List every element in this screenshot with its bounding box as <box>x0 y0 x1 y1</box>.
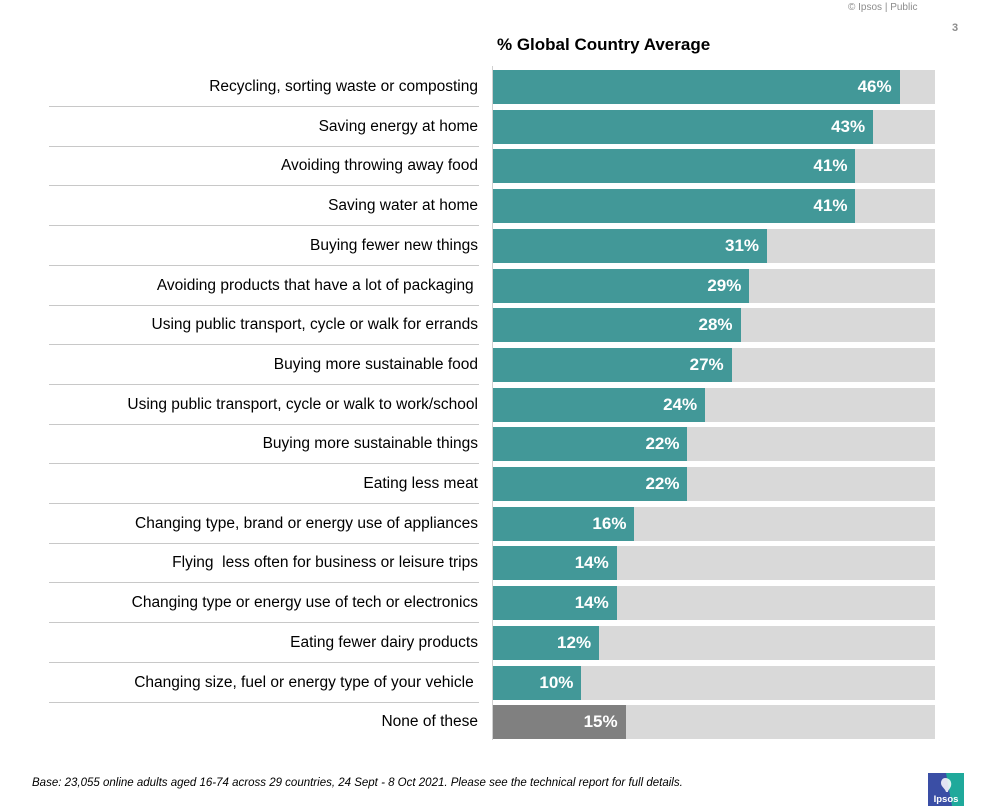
chart-row: Using public transport, cycle or walk to… <box>0 387 1006 428</box>
category-label: Avoiding throwing away food <box>280 157 478 175</box>
category-label: Changing type, brand or energy use of ap… <box>135 514 478 532</box>
bar <box>493 228 768 263</box>
chart-row: Buying more sustainable food 27% <box>0 347 1006 388</box>
category-label: Eating fewer dairy products <box>290 633 478 651</box>
value-label: 43% <box>831 116 866 136</box>
row-separator <box>49 344 479 346</box>
row-separator <box>49 661 479 663</box>
bar <box>493 705 626 740</box>
chart-row: Using public transport, cycle or walk fo… <box>0 308 1006 348</box>
row-separator <box>49 145 479 147</box>
ipsos-logo-icon: Ipsos <box>928 773 964 806</box>
category-label: Buying more sustainable things <box>262 435 478 453</box>
row-separator <box>49 582 479 584</box>
chart-row: Avoiding products that have a lot of pac… <box>0 268 1006 309</box>
category-label: Eating less meat <box>363 475 478 492</box>
row-separator <box>49 503 479 504</box>
value-label: 41% <box>813 156 848 176</box>
category-label: None of these <box>381 713 478 731</box>
category-label: Saving energy at home <box>318 117 478 135</box>
chart-row: Recycling, sorting waste or composting 46… <box>0 70 1006 110</box>
ipsos-logo: Ipsos <box>928 773 964 806</box>
chart-row: Saving water at home 41% <box>0 189 1006 229</box>
row-separator <box>49 701 479 703</box>
bar <box>493 189 856 224</box>
category-label: Buying fewer new things <box>309 236 478 254</box>
category-label: Using public transport, cycle or walk to… <box>127 395 478 413</box>
value-label: 22% <box>645 434 680 454</box>
bar <box>493 586 617 621</box>
row-separator <box>49 185 479 187</box>
category-axis-line <box>492 66 493 740</box>
row-separator <box>49 304 479 306</box>
bar <box>493 109 874 144</box>
category-label: Using public transport, cycle or walk fo… <box>151 316 479 334</box>
category-label: Avoiding products that have a lot of pac… <box>156 276 478 294</box>
category-label: Changing type or energy use of tech or e… <box>131 594 478 612</box>
value-label: 22% <box>645 474 680 493</box>
row-separator <box>49 383 479 385</box>
value-label: 46% <box>857 77 892 96</box>
bar <box>493 347 732 382</box>
chart-row: Changing type or energy use of tech or e… <box>0 586 1006 626</box>
row-separator <box>49 225 479 227</box>
bar <box>493 70 900 104</box>
category-label: Saving water at home <box>328 197 478 215</box>
value-label: 15% <box>583 712 618 732</box>
category-label: Recycling, sorting waste or composting <box>209 78 478 95</box>
chart-row: Eating less meat 22% <box>0 467 1006 507</box>
chart-row: Changing type, brand or energy use of ap… <box>0 506 1006 547</box>
row-separator <box>49 264 479 266</box>
bar <box>493 268 750 303</box>
row-separator <box>49 423 479 425</box>
value-label: 41% <box>813 196 848 216</box>
bar <box>493 506 635 541</box>
logo-head-silhouette <box>941 778 952 792</box>
copyright-notice: © Ipsos | Public <box>848 2 918 13</box>
bar <box>493 546 617 581</box>
value-label: 29% <box>707 275 742 295</box>
value-label: 31% <box>725 235 760 255</box>
bar <box>493 625 600 660</box>
base-footnote: Base: 23,055 online adults aged 16-74 ac… <box>32 777 683 789</box>
value-label: 27% <box>689 354 724 374</box>
bar <box>493 387 706 422</box>
chart-row: Buying fewer new things 31% <box>0 228 1006 269</box>
value-label: 28% <box>698 315 733 335</box>
value-label: 14% <box>574 553 609 573</box>
chart-row: Saving energy at home 43% <box>0 109 1006 150</box>
value-label: 12% <box>557 632 592 652</box>
bar <box>493 665 582 700</box>
logo-text: Ipsos <box>934 794 959 805</box>
row-separator <box>49 622 479 624</box>
bar <box>493 427 688 462</box>
value-label: 16% <box>592 513 627 533</box>
row-separator <box>49 542 479 544</box>
page-number: 3 <box>952 22 959 34</box>
value-label: 24% <box>663 394 698 414</box>
row-separator <box>49 106 479 107</box>
category-label: Buying more sustainable food <box>273 355 478 373</box>
category-label: Flying less often for business or leisur… <box>172 554 478 572</box>
chart-title: % Global Country Average <box>497 35 711 54</box>
value-label: 10% <box>539 672 574 692</box>
chart-row: Changing size, fuel or energy type of yo… <box>0 665 1006 706</box>
chart-row: Buying more sustainable things 22% <box>0 427 1006 467</box>
chart-row: Avoiding throwing away food 41% <box>0 149 1006 189</box>
bar <box>493 308 741 343</box>
bar <box>493 149 856 184</box>
chart-row: Flying less often for business or leisur… <box>0 546 1006 586</box>
row-separator <box>49 463 479 465</box>
bar <box>493 467 688 501</box>
chart-row: None of these 15% <box>0 705 1006 745</box>
value-label: 14% <box>574 593 609 613</box>
category-label: Changing size, fuel or energy type of yo… <box>134 673 478 691</box>
chart-row: Eating fewer dairy products 12% <box>0 625 1006 666</box>
